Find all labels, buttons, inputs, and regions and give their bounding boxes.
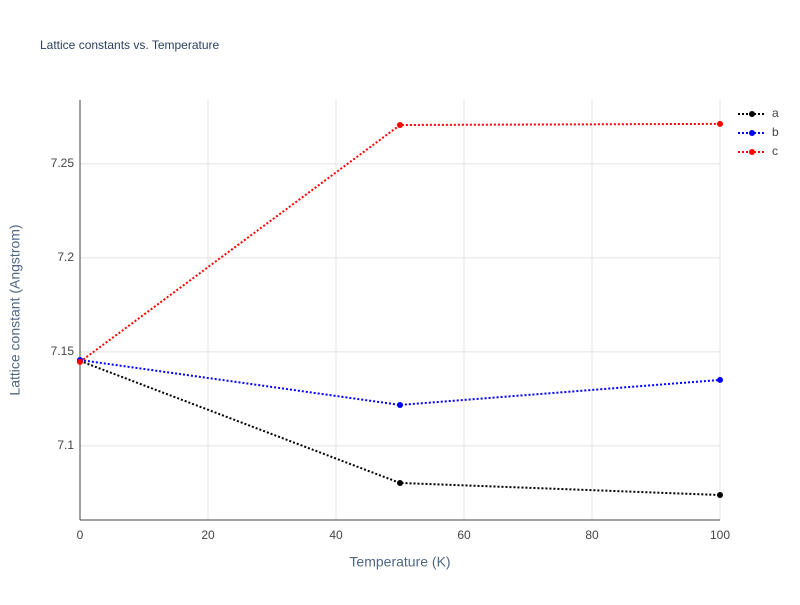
legend-marker	[749, 130, 755, 136]
x-tick-label: 60	[457, 528, 471, 542]
legend-marker	[749, 149, 755, 155]
series-line	[79, 359, 721, 406]
y-tick-label: 7.15	[51, 344, 75, 358]
legend-label: b	[772, 125, 779, 139]
x-tick-label: 80	[585, 528, 599, 542]
chart-title: Lattice constants vs. Temperature	[40, 38, 220, 52]
x-axis-label: Temperature (K)	[349, 554, 450, 570]
series-line	[79, 360, 721, 496]
data-point	[717, 120, 723, 127]
y-tick-label: 7.1	[57, 438, 74, 452]
x-tick-label: 0	[77, 528, 84, 542]
legend-marker	[749, 111, 755, 117]
x-tick-label: 40	[329, 528, 343, 542]
data-point	[397, 122, 403, 129]
x-tick-label: 20	[201, 528, 215, 542]
data-point	[397, 479, 403, 486]
legend-label: c	[772, 144, 778, 158]
y-tick-label: 7.25	[51, 156, 75, 170]
data-point	[397, 401, 403, 408]
series-line	[79, 122, 721, 363]
x-tick-label: 100	[710, 528, 730, 542]
data-point	[717, 376, 723, 383]
y-tick-label: 7.2	[57, 250, 74, 264]
y-axis-label: Lattice constant (Angstrom)	[7, 224, 23, 395]
data-point	[77, 358, 83, 365]
legend-label: a	[772, 106, 779, 120]
data-point	[717, 491, 723, 498]
